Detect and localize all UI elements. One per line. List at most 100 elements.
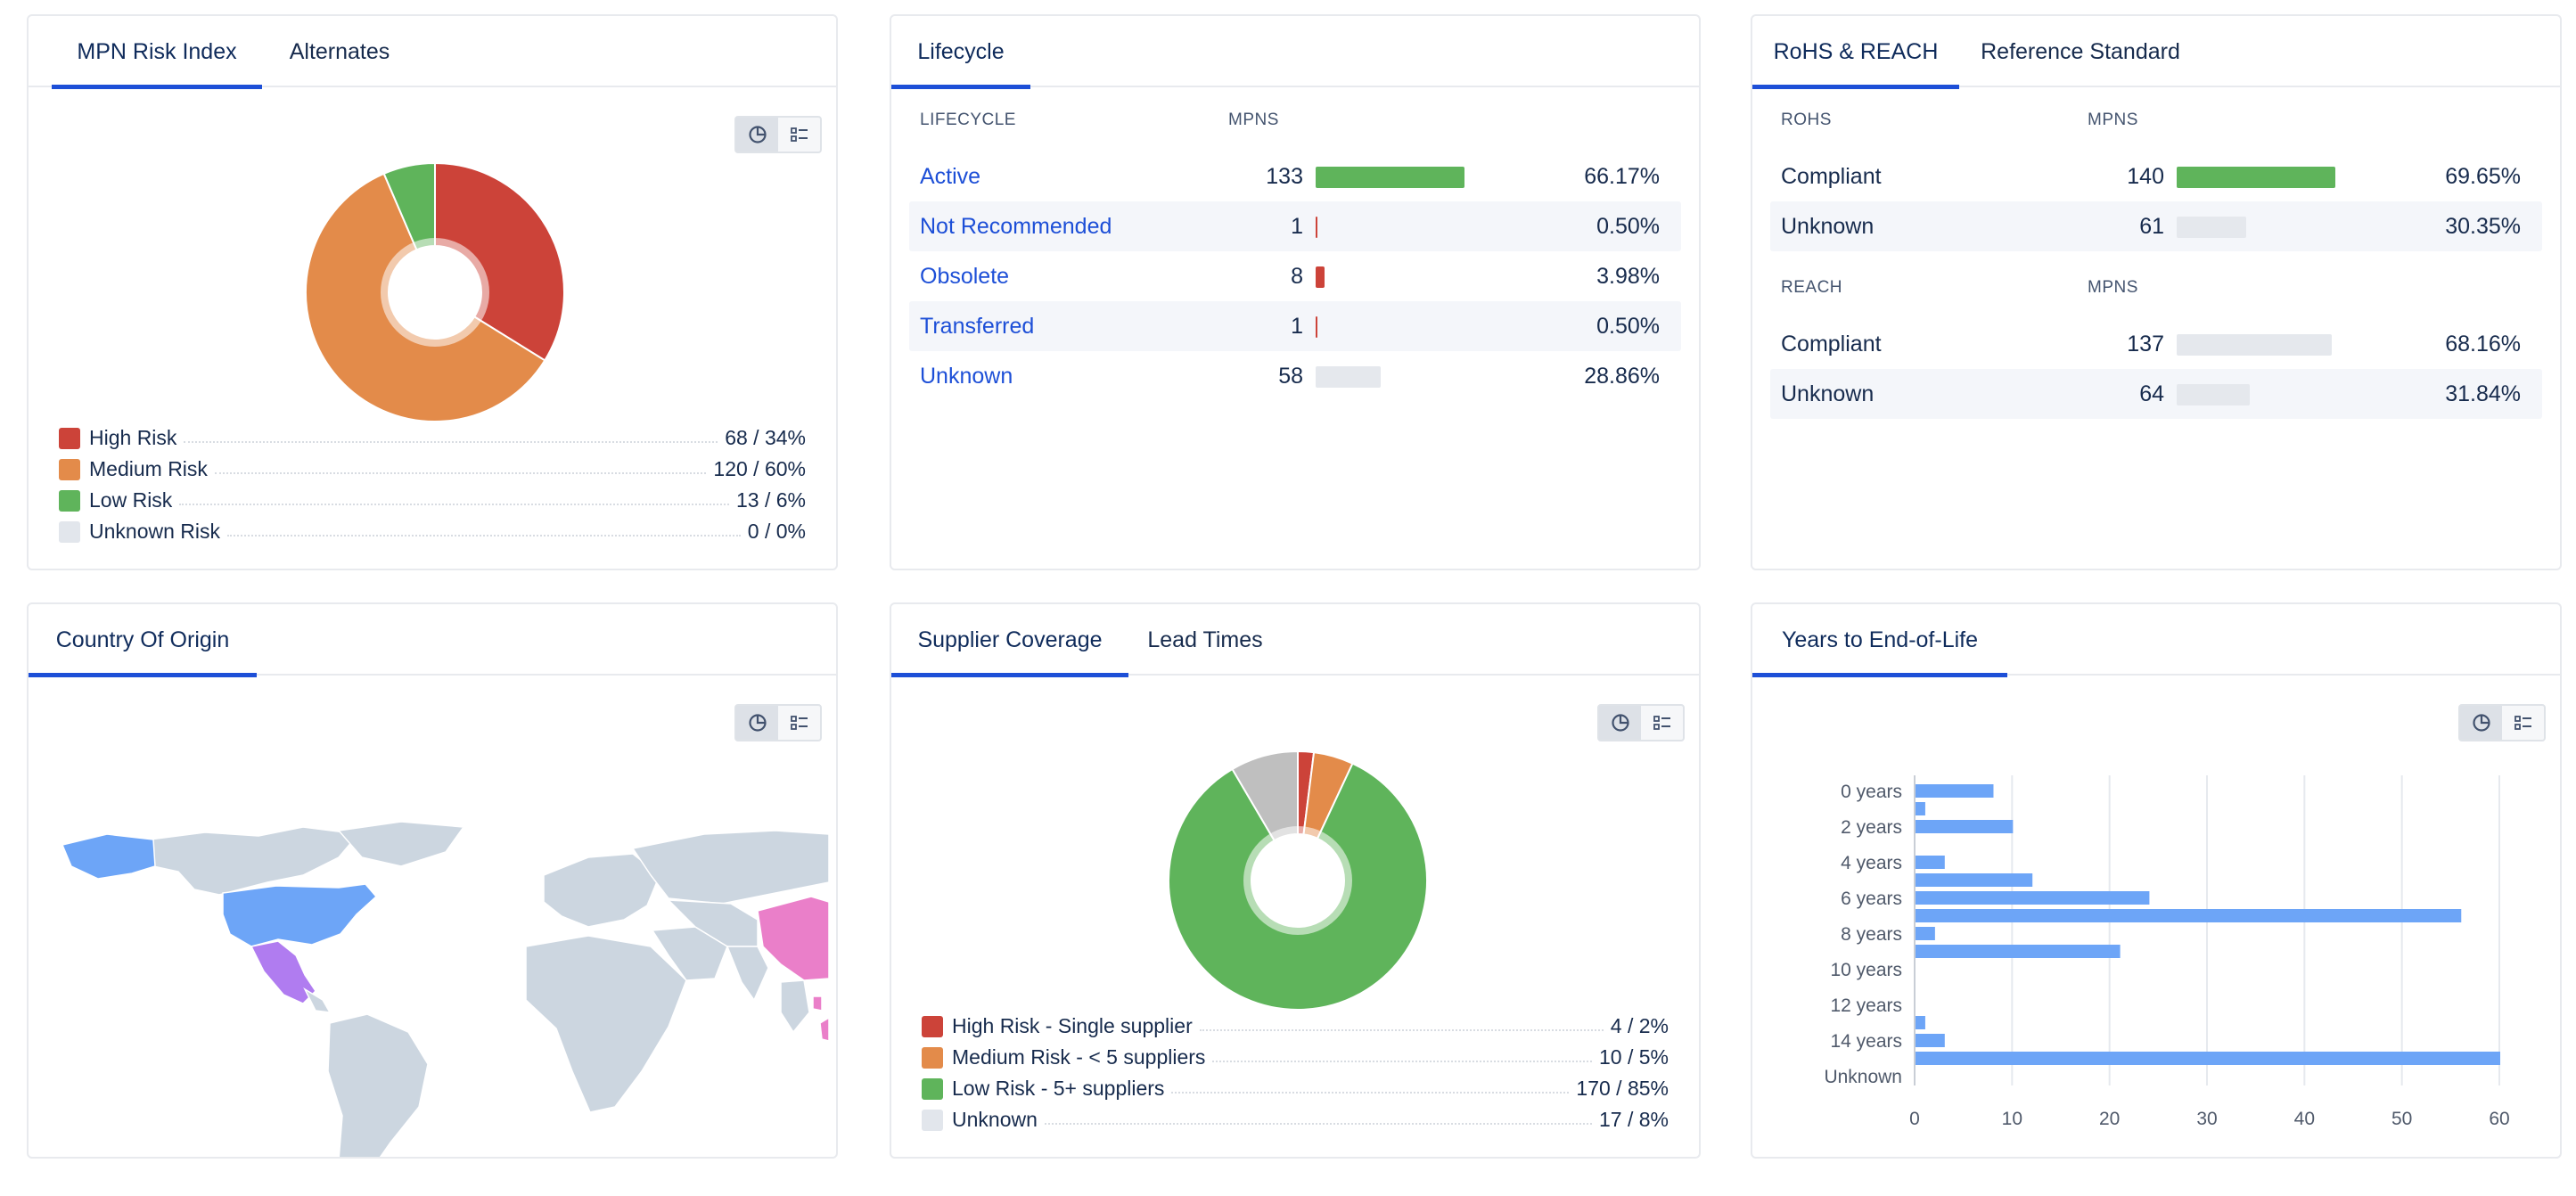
bar[interactable] [1916, 909, 2462, 922]
tab-reference-standard[interactable]: Reference Standard [1981, 39, 2180, 64]
row-count: 1 [1291, 214, 1303, 239]
bar[interactable] [1916, 945, 2121, 958]
legend-leader [179, 503, 729, 505]
map-europe[interactable] [543, 853, 660, 928]
bar[interactable] [1916, 1016, 1925, 1029]
legend-row[interactable]: High Risk 68 / 34% [59, 422, 806, 454]
legend-row[interactable]: Low Risk - 5+ suppliers 170 / 85% [922, 1073, 1669, 1104]
bar[interactable] [1916, 820, 2014, 833]
chart-view-button[interactable] [736, 706, 778, 740]
row-link[interactable]: Obsolete [920, 264, 1010, 289]
legend-value: 17 / 8% [1599, 1108, 1669, 1131]
reach-mpns-header: MPNS [2088, 278, 2138, 297]
map-canada[interactable] [149, 826, 360, 896]
pie-chart-icon [1611, 714, 1629, 732]
bar[interactable] [1916, 1052, 2500, 1065]
supplier-legend: High Risk - Single supplier 4 / 2% Medium … [922, 1011, 1669, 1144]
legend-value: 120 / 60% [713, 457, 806, 480]
row-percent: 28.86% [1584, 364, 1660, 389]
row-percent: 69.65% [2445, 164, 2521, 189]
y-tick-label: 10 years [1830, 960, 1902, 980]
bar[interactable] [1916, 873, 2033, 887]
chart-view-button[interactable] [1599, 706, 1641, 740]
tab-alternates[interactable]: Alternates [289, 39, 390, 64]
row-progress-bar [1316, 316, 1317, 338]
list-view-button[interactable] [778, 706, 820, 740]
lifecycle-card: Lifecycle LIFECYCLE MPNS Active 133 66.17%… [890, 14, 1701, 570]
bar[interactable] [1916, 802, 1925, 815]
tab-supplier-coverage[interactable]: Supplier Coverage [891, 604, 1128, 677]
risk-tabs: MPN Risk Index Alternates [29, 16, 836, 89]
legend-value: 170 / 85% [1576, 1077, 1669, 1100]
row-link[interactable]: Active [920, 164, 981, 189]
list-view-button[interactable] [2502, 706, 2544, 740]
map-south-america[interactable] [327, 1013, 429, 1159]
legend-row[interactable]: Medium Risk 120 / 60% [59, 454, 806, 485]
legend-swatch [59, 489, 80, 512]
supplier-inner-ring [1243, 826, 1352, 935]
lifecycle-column-header: LIFECYCLE [920, 111, 1016, 129]
table-row[interactable]: Unknown 58 28.86% [909, 351, 1681, 401]
tab-country-of-origin[interactable]: Country Of Origin [29, 604, 257, 677]
table-row: Unknown 61 30.35% [1770, 201, 2542, 251]
tab-years-to-eol[interactable]: Years to End-of-Life [1752, 604, 2007, 677]
legend-value: 4 / 2% [1610, 1014, 1669, 1037]
legend-leader [1199, 1028, 1604, 1031]
list-view-button[interactable] [778, 118, 820, 152]
map-southeast-asia[interactable] [780, 979, 810, 1034]
bar[interactable] [1916, 891, 2150, 905]
bar[interactable] [1916, 784, 1994, 798]
row-count: 137 [2127, 332, 2164, 356]
chart-view-button[interactable] [736, 118, 778, 152]
map-india[interactable] [726, 946, 769, 1002]
map-united-states[interactable] [222, 883, 378, 947]
legend-row[interactable]: High Risk - Single supplier 4 / 2% [922, 1011, 1669, 1042]
table-row[interactable]: Active 133 66.17% [909, 152, 1681, 201]
legend-leader [227, 534, 741, 537]
view-toggle [734, 704, 822, 741]
table-row: Compliant 137 68.16% [1770, 319, 2542, 369]
map-taiwan[interactable] [812, 995, 823, 1012]
tab-rohs-reach[interactable]: RoHS & REACH [1752, 16, 1959, 89]
table-row[interactable]: Obsolete 8 3.98% [909, 251, 1681, 301]
row-link[interactable]: Unknown [920, 364, 1013, 389]
legend-swatch [922, 1109, 943, 1131]
legend-label: Medium Risk [89, 457, 208, 480]
legend-swatch [922, 1015, 943, 1037]
pie-chart-icon [2472, 714, 2490, 732]
bar[interactable] [1916, 1034, 1945, 1047]
chart-view-button[interactable] [2460, 706, 2502, 740]
tab-lifecycle[interactable]: Lifecycle [891, 16, 1030, 89]
table-row[interactable]: Not Recommended 1 0.50% [909, 201, 1681, 251]
map-greenland[interactable] [337, 822, 465, 867]
map-africa[interactable] [525, 935, 687, 1113]
map-alaska[interactable] [61, 833, 156, 880]
legend-row[interactable]: Low Risk 13 / 6% [59, 485, 806, 516]
map-central-america[interactable] [303, 987, 332, 1013]
legend-row[interactable]: Medium Risk - < 5 suppliers 10 / 5% [922, 1042, 1669, 1073]
table-row[interactable]: Transferred 1 0.50% [909, 301, 1681, 351]
tab-lead-times[interactable]: Lead Times [1147, 627, 1263, 652]
row-percent: 0.50% [1596, 314, 1660, 339]
map-mexico[interactable] [250, 940, 316, 1004]
map-china[interactable] [757, 896, 829, 981]
legend-row[interactable]: Unknown Risk 0 / 0% [59, 516, 806, 547]
tab-mpn-risk-index[interactable]: MPN Risk Index [52, 16, 262, 89]
map-russia[interactable] [631, 830, 829, 905]
x-tick-label: 50 [2391, 1109, 2412, 1129]
risk-legend: High Risk 68 / 34% Medium Risk 120 / 60% Low… [59, 422, 806, 556]
map-philippines[interactable] [819, 1017, 829, 1042]
row-link[interactable]: Not Recommended [920, 214, 1112, 239]
legend-label: Low Risk - 5+ suppliers [952, 1077, 1165, 1100]
risk-inner-ring [381, 238, 489, 347]
legend-row[interactable]: Unknown 17 / 8% [922, 1104, 1669, 1135]
list-view-button[interactable] [1641, 706, 1683, 740]
row-link[interactable]: Transferred [920, 314, 1035, 339]
bar[interactable] [1916, 856, 1945, 869]
years-eol-card: Years to End-of-Life 0 10 20 30 40 50 60 0 year… [1751, 602, 2562, 1159]
legend-label: Medium Risk - < 5 suppliers [952, 1045, 1206, 1069]
y-tick-label: Unknown [1824, 1067, 1902, 1087]
y-tick-label: 8 years [1841, 924, 1902, 945]
bar[interactable] [1916, 927, 1935, 940]
x-tick-label: 30 [2196, 1109, 2217, 1129]
